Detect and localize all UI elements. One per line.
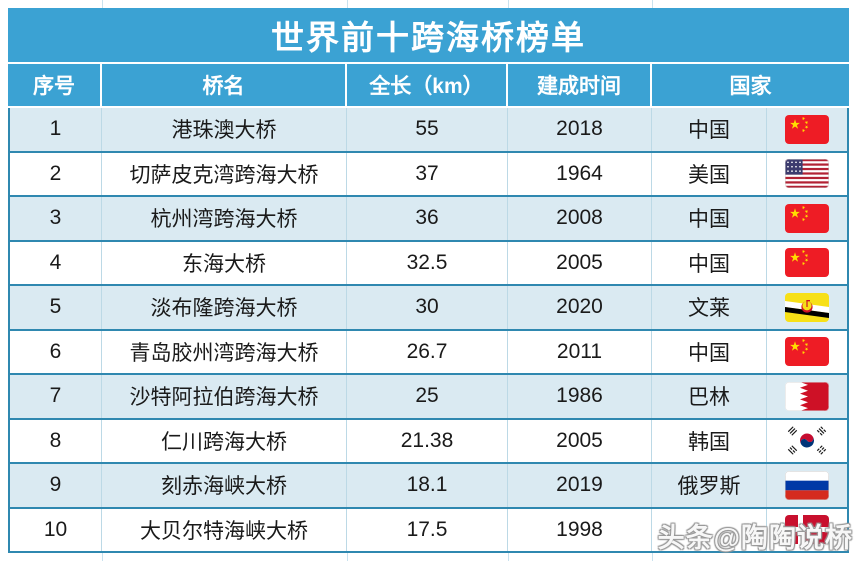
cell-length: 18.1	[347, 464, 508, 507]
cell-length: 26.7	[347, 330, 508, 373]
table-row: 2 切萨皮克湾跨海大桥 37 1964 美国	[10, 152, 847, 197]
column-header-length: 全长（km）	[347, 64, 508, 106]
cell-bridge-name: 刻赤海峡大桥	[102, 464, 347, 507]
column-header-rank: 序号	[8, 64, 102, 106]
cell-rank: 2	[10, 152, 102, 195]
table-row: 6 青岛胶州湾跨海大桥 26.7 2011 中国	[10, 330, 847, 375]
cell-rank: 5	[10, 286, 102, 329]
cell-length: 21.38	[347, 419, 508, 462]
cell-flag	[767, 286, 847, 329]
gridline-stub	[652, 553, 653, 561]
cell-length: 32.5	[347, 241, 508, 284]
cell-year: 1964	[508, 152, 652, 195]
cell-country: 韩国	[652, 419, 767, 462]
cell-year: 2005	[508, 419, 652, 462]
flag-brunei-icon	[785, 292, 829, 322]
cell-bridge-name: 沙特阿拉伯跨海大桥	[102, 375, 347, 418]
cell-rank: 7	[10, 375, 102, 418]
cell-flag	[767, 242, 847, 285]
gridline-stub	[102, 553, 103, 561]
cell-rank: 9	[10, 464, 102, 507]
cell-rank: 10	[10, 508, 102, 551]
cell-length: 17.5	[347, 508, 508, 551]
cell-length: 25	[347, 375, 508, 418]
cell-length: 37	[347, 152, 508, 195]
flag-denmark-icon	[785, 515, 829, 545]
cell-flag	[767, 464, 847, 507]
table-row: 7 沙特阿拉伯跨海大桥 25 1986 巴林	[10, 375, 847, 420]
cell-rank: 8	[10, 419, 102, 462]
table-row: 3 杭州湾跨海大桥 36 2008 中国	[10, 197, 847, 242]
table-header-row: 序号 桥名 全长（km） 建成时间 国家	[8, 64, 849, 106]
table-row: 4 东海大桥 32.5 2005 中国	[10, 241, 847, 286]
flag-bahrain-icon	[785, 381, 829, 411]
cell-bridge-name: 大贝尔特海峡大桥	[102, 508, 347, 551]
cell-flag	[767, 331, 847, 374]
cell-rank: 1	[10, 108, 102, 151]
cell-bridge-name: 杭州湾跨海大桥	[102, 197, 347, 240]
column-header-year: 建成时间	[508, 64, 652, 106]
cell-year: 2019	[508, 464, 652, 507]
gridline-stub	[652, 0, 653, 8]
cell-flag	[767, 509, 847, 552]
cell-country: 中国	[652, 197, 767, 240]
gridline-stub	[347, 0, 348, 8]
flag-russia-icon	[785, 470, 829, 500]
cell-year: 2020	[508, 286, 652, 329]
bridge-ranking-table: 世界前十跨海桥榜单 序号 桥名 全长（km） 建成时间 国家 1 港珠澳大桥 5…	[8, 8, 849, 553]
gridline-stub	[508, 0, 509, 8]
cell-length: 36	[347, 197, 508, 240]
table-row: 9 刻赤海峡大桥 18.1 2019 俄罗斯	[10, 464, 847, 509]
cell-bridge-name: 港珠澳大桥	[102, 108, 347, 151]
cell-year: 2011	[508, 330, 652, 373]
flag-usa-icon	[785, 159, 829, 189]
table-row: 10 大贝尔特海峡大桥 17.5 1998	[10, 508, 847, 553]
cell-flag	[767, 153, 847, 196]
cell-country: 俄罗斯	[652, 464, 767, 507]
table-title: 世界前十跨海桥榜单	[8, 8, 849, 62]
cell-country: 中国	[652, 241, 767, 284]
flag-china-icon	[785, 203, 829, 233]
column-header-name: 桥名	[102, 64, 347, 106]
cell-flag	[767, 197, 847, 240]
cell-length: 30	[347, 286, 508, 329]
cell-bridge-name: 淡布隆跨海大桥	[102, 286, 347, 329]
cell-country: 美国	[652, 152, 767, 195]
cell-year: 1986	[508, 375, 652, 418]
flag-china-icon	[785, 337, 829, 367]
cell-rank: 3	[10, 197, 102, 240]
cell-length: 55	[347, 108, 508, 151]
cell-country: 文莱	[652, 286, 767, 329]
cell-rank: 6	[10, 330, 102, 373]
cell-year: 2008	[508, 197, 652, 240]
table-row: 8 仁川跨海大桥 21.38 2005 韩国	[10, 419, 847, 464]
gridline-stub	[347, 553, 348, 561]
cell-flag	[767, 375, 847, 418]
cell-year: 2018	[508, 108, 652, 151]
flag-china-icon	[785, 248, 829, 278]
cell-country	[652, 508, 767, 551]
cell-year: 1998	[508, 508, 652, 551]
cell-bridge-name: 切萨皮克湾跨海大桥	[102, 152, 347, 195]
cell-country: 中国	[652, 330, 767, 373]
cell-flag	[767, 108, 847, 151]
table-body: 1 港珠澳大桥 55 2018 中国 2 切萨皮克湾跨海大桥 37 1964 美…	[8, 108, 849, 553]
gridline-stub	[508, 553, 509, 561]
cell-rank: 4	[10, 241, 102, 284]
cell-bridge-name: 青岛胶州湾跨海大桥	[102, 330, 347, 373]
cell-flag	[767, 420, 847, 463]
column-header-country: 国家	[652, 64, 849, 106]
flag-china-icon	[785, 114, 829, 144]
table-row: 1 港珠澳大桥 55 2018 中国	[10, 108, 847, 153]
cell-country: 巴林	[652, 375, 767, 418]
cell-year: 2005	[508, 241, 652, 284]
table-row: 5 淡布隆跨海大桥 30 2020 文莱	[10, 286, 847, 331]
cell-bridge-name: 仁川跨海大桥	[102, 419, 347, 462]
cell-bridge-name: 东海大桥	[102, 241, 347, 284]
gridline-stub	[102, 0, 103, 8]
cell-country: 中国	[652, 108, 767, 151]
flag-south-korea-icon	[785, 426, 829, 456]
